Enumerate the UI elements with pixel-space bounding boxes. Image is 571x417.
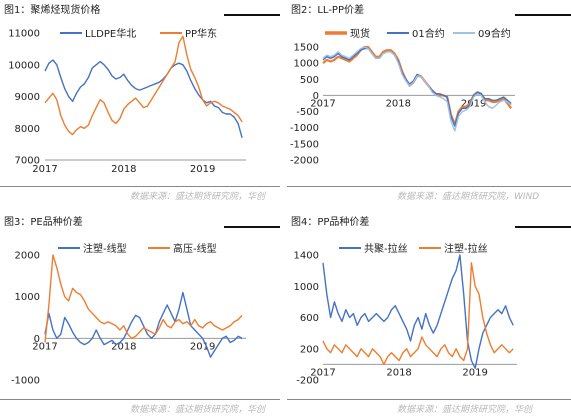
y-tick-label: 2000 — [15, 251, 40, 262]
legend-label: LLDPE华北 — [85, 27, 136, 40]
x-tick-label: 2017 — [32, 341, 57, 352]
legend-label: 注塑-拉丝 — [444, 242, 488, 255]
legend-label: 现货 — [350, 27, 370, 40]
series-line — [44, 35, 243, 136]
y-tick-label: 600 — [300, 313, 319, 324]
chart-svg: -200 200 600 1000 1400 2017 2018 2019 共聚-拉丝 注塑-拉丝 — [294, 242, 517, 387]
series-line — [44, 291, 243, 358]
series-line — [322, 47, 512, 127]
panel-pp-variety-spread: 图4：PP品种价差 -200 200 600 1000 1400 2017 2018 2019… — [287, 212, 571, 417]
chart-svg: 7000 8000 9000 10000 11000 2017 2018 2019 LLDPE华… — [8, 27, 246, 175]
legend-label: 注塑-线型 — [83, 242, 127, 255]
data-source: 数据来源：盛达期货研究院，华创 — [397, 405, 533, 415]
x-tick-label: 2019 — [462, 367, 487, 378]
y-tick-label: -500 — [296, 107, 319, 118]
legend-label: 高压-线型 — [173, 242, 217, 255]
title-rule — [224, 14, 280, 16]
y-tick-label: 9000 — [15, 92, 40, 103]
chart-title: 图4：PP品种价差 — [291, 217, 370, 228]
y-tick-label: -1000 — [290, 123, 319, 134]
x-tick-label: 2017 — [310, 367, 335, 378]
chart-svg: -2000 -1500 -1000 -500 0 500 1000 1500 2017 2018 2… — [290, 27, 515, 167]
x-tick-label: 2019 — [190, 164, 215, 175]
legend-label: 01合约 — [412, 27, 445, 40]
panel-pe-variety-spread: 图3：PE品种价差 -1000 0 1000 2000 2017 2018 2019 注塑-线… — [0, 212, 280, 417]
y-tick-label: 8000 — [15, 124, 40, 135]
y-tick-label: 7000 — [15, 156, 40, 167]
data-source: 数据来源：盛达期货研究院，WIND — [397, 192, 540, 202]
series-line — [322, 46, 512, 132]
panel-polyolefin-spot-price: 图1：聚烯烃现货价格 7000 8000 9000 10000 11000 2017 201… — [0, 0, 280, 206]
chart-title: 图2：LL-PP价差 — [291, 5, 364, 16]
series-line — [44, 254, 243, 343]
legend-label: PP华东 — [185, 27, 217, 40]
divider — [0, 186, 280, 187]
panel-ll-pp-spread: 图2：LL-PP价差 -2000 -1500 -1000 -500 0 500 1000 15… — [287, 0, 571, 206]
chart-svg: -1000 0 1000 2000 2017 2018 2019 注塑-线型 高压-线型 — [11, 242, 246, 387]
data-source: 数据来源：盛达期货研究院，华创 — [130, 192, 266, 202]
y-tick-label: 11000 — [8, 29, 40, 40]
legend-label: 共聚-拉丝 — [364, 242, 408, 255]
legend-label: 09合约 — [478, 27, 511, 40]
x-tick-label: 2018 — [111, 341, 136, 352]
series-line — [44, 59, 243, 138]
x-tick-label: 2018 — [386, 98, 411, 109]
y-tick-label: 1000 — [294, 282, 319, 293]
y-tick-label: 1000 — [294, 59, 319, 70]
title-rule — [515, 14, 571, 16]
y-tick-label: 500 — [300, 75, 319, 86]
x-tick-label: 2018 — [111, 164, 136, 175]
x-tick-label: 2018 — [386, 367, 411, 378]
y-tick-label: 0 — [34, 334, 40, 345]
y-tick-label: -2000 — [290, 156, 319, 167]
series-line — [322, 254, 514, 370]
data-source: 数据来源：盛达期货研究院，华创 — [130, 405, 266, 415]
x-tick-label: 2017 — [32, 164, 57, 175]
series-line — [322, 262, 514, 366]
x-tick-label: 2019 — [461, 98, 486, 109]
divider — [0, 399, 280, 400]
y-tick-label: 10000 — [8, 60, 40, 71]
chart-title: 图1：聚烯烃现货价格 — [4, 5, 101, 16]
x-tick-label: 2017 — [310, 98, 335, 109]
x-tick-label: 2019 — [190, 341, 215, 352]
y-tick-label: -1000 — [11, 376, 40, 387]
title-rule — [224, 226, 280, 228]
title-rule — [515, 226, 571, 228]
y-tick-label: 0 — [313, 91, 319, 102]
y-tick-label: 1500 — [294, 43, 319, 54]
chart-title: 图3：PE品种价差 — [4, 217, 83, 228]
divider — [287, 186, 571, 187]
y-tick-label: -200 — [296, 376, 319, 387]
y-tick-label: 200 — [300, 344, 319, 355]
divider — [287, 399, 571, 400]
y-tick-label: 1000 — [15, 292, 40, 303]
y-tick-label: -1500 — [290, 139, 319, 150]
y-tick-label: 1400 — [294, 251, 319, 262]
